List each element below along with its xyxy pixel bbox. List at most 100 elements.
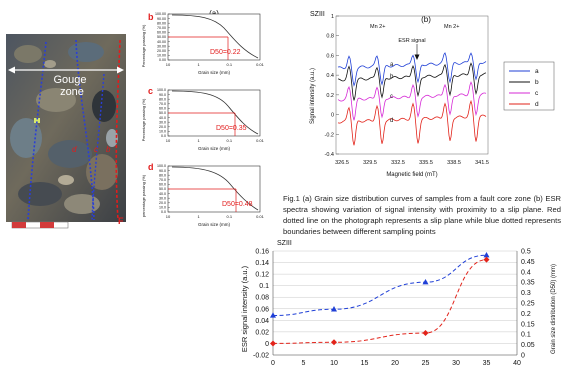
x-axis-label: Magnetic field (mT): [386, 172, 437, 178]
y-tick-label: 70.0: [159, 178, 166, 182]
d50-marker: [168, 188, 237, 212]
grain-size-curve: [171, 14, 259, 59]
x-tick-label: 0.01: [256, 214, 265, 219]
panel-letter: b: [148, 12, 154, 22]
y-tick-labels: 0.16 0.14 0.12 0.1 0.08 0.06 0.04 0.02 0 -0.02: [253, 249, 269, 360]
y2-tick-label: 0.35: [521, 280, 535, 287]
y-tick-label: 40.00: [157, 40, 166, 44]
y-tick-label: 10.00: [157, 54, 166, 58]
y-tick-label: 0.0: [161, 210, 166, 214]
y-tick-label: 50.0: [159, 111, 166, 115]
x-axis-label: Grain size (mm): [198, 70, 231, 75]
esr-curve-b: [337, 62, 487, 101]
y-tick-labels: 100.090.080.070.060.050.040.030.020.010.…: [157, 88, 170, 138]
y-axis-label: ESR signal intensity (a.u.): [240, 265, 249, 352]
esr-curve-d: [337, 99, 487, 146]
y-tick-label: 100.00: [155, 12, 166, 16]
series-point-triangle: [422, 279, 429, 285]
y-tick-label: 0.08: [255, 295, 269, 302]
y2-tick-labels: 0.5 0.45 0.4 0.35 0.3 0.25 0.2 0.15 0.1 0.05 0: [521, 249, 535, 360]
legend-label-c: c: [535, 90, 539, 97]
x-tick-label: 15: [361, 360, 369, 367]
y-tick-label: 40.0: [159, 192, 166, 196]
y-axis-label: Percentage passing (%): [141, 24, 146, 67]
series-point-diamond: [270, 340, 276, 347]
y-tick-label: 60.00: [157, 31, 166, 35]
x-tick-label: 20: [391, 360, 399, 367]
x-tick-label: 40: [513, 360, 521, 367]
y-tick-label: 0.1: [259, 283, 269, 290]
plot-frame: [335, 15, 489, 155]
sample-point-label-c: c: [94, 145, 98, 154]
curve-label-a: a: [390, 62, 394, 68]
mn-annotation-left: Mn 2+: [370, 24, 385, 30]
y-tick-label: 50.00: [157, 35, 166, 39]
panel-letter: d: [148, 162, 154, 172]
x-tick-label: 0.1: [227, 138, 233, 143]
y-tick-label: 0: [331, 113, 334, 119]
x-tick-label: 0.01: [256, 138, 265, 143]
mn-annotation-right: Mn 2+: [444, 24, 459, 30]
x-tick-label: 25: [422, 360, 430, 367]
esr-spectra-chart: SZIII (b) Signal intensity (a.u.) 1 0.8 0.…: [310, 11, 555, 178]
grain-size-chart-b: (a) b Percentage passing (%) 100.0090.00…: [141, 9, 265, 75]
y-tick-label: 30.0: [159, 120, 166, 124]
y-tick-label: -0.2: [325, 132, 334, 138]
y-tick-label: 50.0: [159, 187, 166, 191]
x-tick-labels: 10 1 0.1 0.01: [166, 62, 265, 67]
y2-tick-label: 0.2: [521, 311, 531, 318]
series-point-triangle: [483, 251, 490, 258]
x-axis-label: Grain size (mm): [198, 146, 231, 151]
sample-point-label-d: d: [72, 145, 77, 154]
y-tick-label: 80.0: [159, 97, 166, 101]
panel-heading-b: (b): [421, 15, 431, 24]
series-line-0: [272, 254, 487, 316]
figure-caption: Fig.1 (a) Grain size distribution curves…: [283, 194, 561, 236]
y-tick-label: 1: [331, 14, 334, 20]
x-tick-labels: 10 1 0.1 0.01: [166, 214, 265, 219]
y-tick-label: 100.0: [157, 164, 166, 168]
y-tick-label: 90.0: [159, 93, 166, 97]
series-point-diamond: [422, 330, 429, 337]
y-axis-label: Signal intensity (a.u.): [310, 68, 316, 124]
y-tick-label: 0.4: [326, 73, 334, 79]
d50-label: D50=0.22: [210, 49, 241, 56]
x-axis-label: Grain size (mm): [198, 222, 231, 227]
y-tick-label: 0.0: [161, 134, 166, 138]
d50-label: D50=0.48: [222, 201, 253, 208]
x-tick-label: 10: [330, 360, 338, 367]
slip-plane-line: [115, 39, 121, 221]
legend-label-b: b: [535, 79, 539, 86]
d50-label: D50=0.35: [216, 125, 247, 132]
y-tick-label: -0.4: [325, 152, 334, 158]
y-tick-label: 10.0: [159, 130, 166, 134]
sampling-boundary-line: [75, 39, 95, 221]
grid-lines: [272, 250, 518, 356]
curve-label-b: b: [390, 74, 394, 80]
grain-size-chart-d: d percentage passing (%) 100.090.080.070…: [141, 162, 265, 227]
x-tick-label: 10: [166, 214, 171, 219]
y2-tick-label: 0.3: [521, 290, 531, 297]
series-line-1: [272, 259, 487, 344]
y-tick-label: 40.0: [159, 116, 166, 120]
y-tick-label: 0.14: [255, 260, 269, 267]
panel-letter: c: [148, 86, 153, 96]
gouge-arrow-left-head: [8, 66, 15, 74]
y-tick-label: 100.0: [157, 88, 166, 92]
series-point-triangle: [270, 312, 276, 318]
chart-series: [270, 251, 490, 347]
x-tick-label: 30: [452, 360, 460, 367]
y-tick-label: 0.00: [159, 58, 166, 62]
y-tick-labels: 100.090.080.070.060.050.040.030.020.010.…: [157, 164, 170, 214]
y-tick-label: 30.00: [157, 44, 166, 48]
curve-label-d: d: [390, 118, 393, 124]
y2-axis-label: Grain size distribution (D50) (mm): [551, 264, 557, 354]
x-tick-label: 1: [198, 62, 201, 67]
sample-point-label-b: b: [106, 145, 111, 154]
y-axis-label: Percentage passing (%): [141, 98, 146, 141]
y-tick-label: -0.02: [253, 353, 269, 360]
y-tick-labels: 100.0090.0080.0070.0060.0050.0040.0030.0…: [155, 12, 170, 62]
y-tick-label: 80.0: [159, 173, 166, 177]
x-tick-label: 338.5: [447, 160, 461, 166]
